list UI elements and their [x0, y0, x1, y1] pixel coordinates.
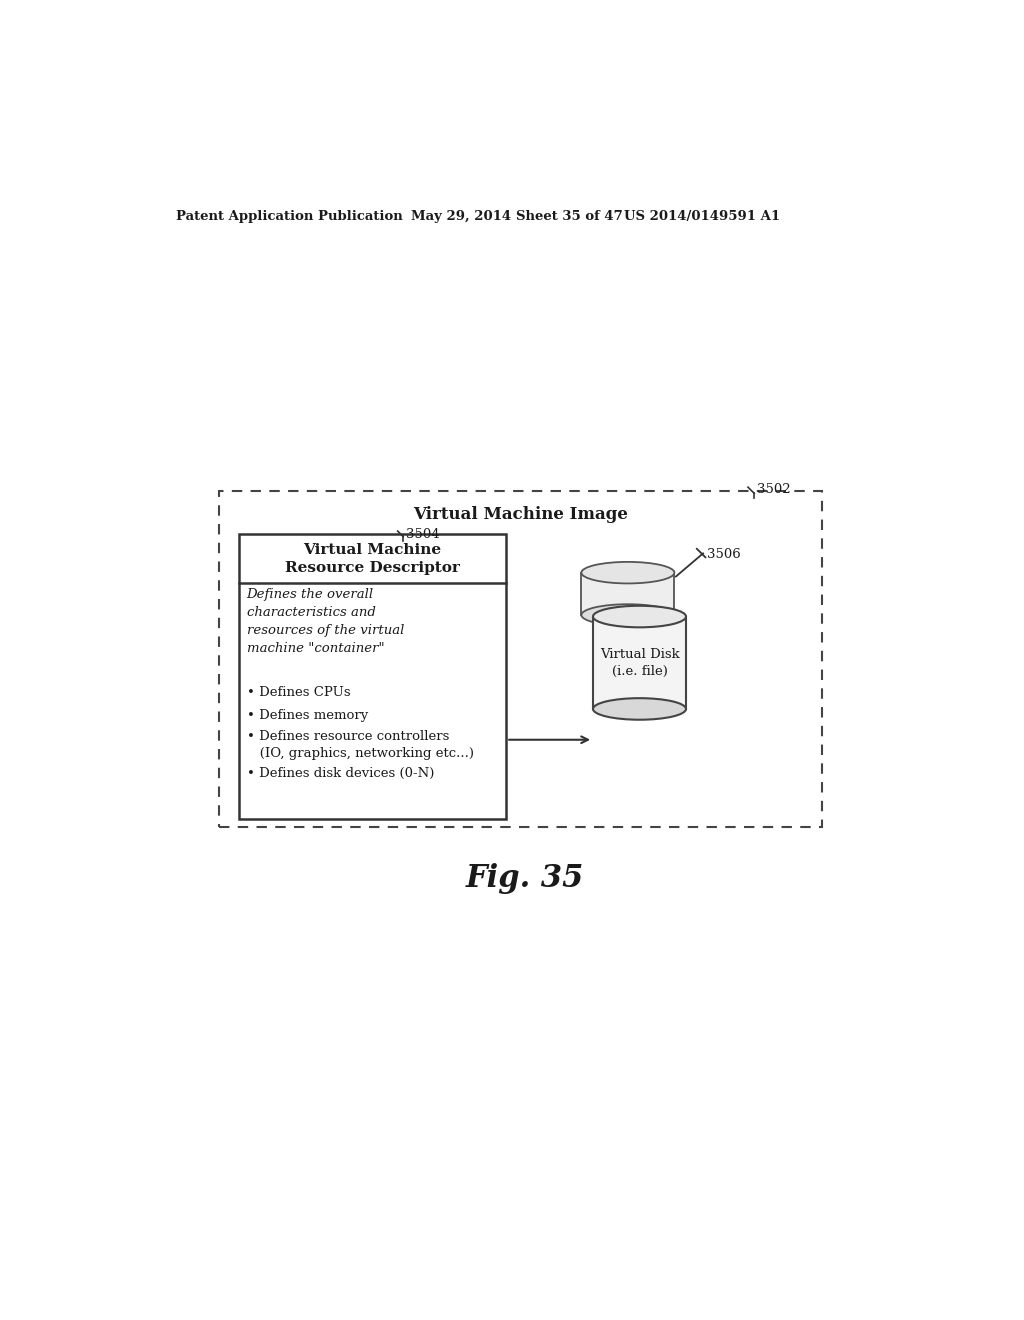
Text: May 29, 2014: May 29, 2014 [411, 210, 511, 223]
Text: • Defines resource controllers
   (IO, graphics, networking etc...): • Defines resource controllers (IO, grap… [247, 730, 473, 760]
Text: • Defines disk devices (0-N): • Defines disk devices (0-N) [247, 767, 434, 780]
Ellipse shape [593, 698, 686, 719]
FancyBboxPatch shape [582, 573, 675, 615]
Ellipse shape [582, 605, 675, 626]
Text: Fig. 35: Fig. 35 [466, 863, 584, 894]
Ellipse shape [593, 606, 686, 627]
Text: Virtual Machine
Resource Descriptor: Virtual Machine Resource Descriptor [285, 543, 460, 576]
Text: • Defines memory: • Defines memory [247, 709, 368, 722]
FancyBboxPatch shape [219, 491, 821, 826]
Text: Virtual Machine Image: Virtual Machine Image [413, 506, 628, 523]
Text: • Defines CPUs: • Defines CPUs [247, 686, 350, 698]
Text: 3506: 3506 [707, 548, 740, 561]
Text: 3502: 3502 [758, 483, 791, 496]
Text: 3504: 3504 [407, 528, 440, 541]
FancyBboxPatch shape [593, 616, 686, 709]
Text: Sheet 35 of 47: Sheet 35 of 47 [515, 210, 623, 223]
Text: US 2014/0149591 A1: US 2014/0149591 A1 [624, 210, 780, 223]
Ellipse shape [582, 562, 675, 583]
Text: Defines the overall
characteristics and
resources of the virtual
machine "contai: Defines the overall characteristics and … [247, 589, 403, 655]
Text: Patent Application Publication: Patent Application Publication [176, 210, 402, 223]
Text: Virtual Disk
(i.e. file): Virtual Disk (i.e. file) [600, 648, 679, 677]
FancyBboxPatch shape [239, 535, 506, 818]
